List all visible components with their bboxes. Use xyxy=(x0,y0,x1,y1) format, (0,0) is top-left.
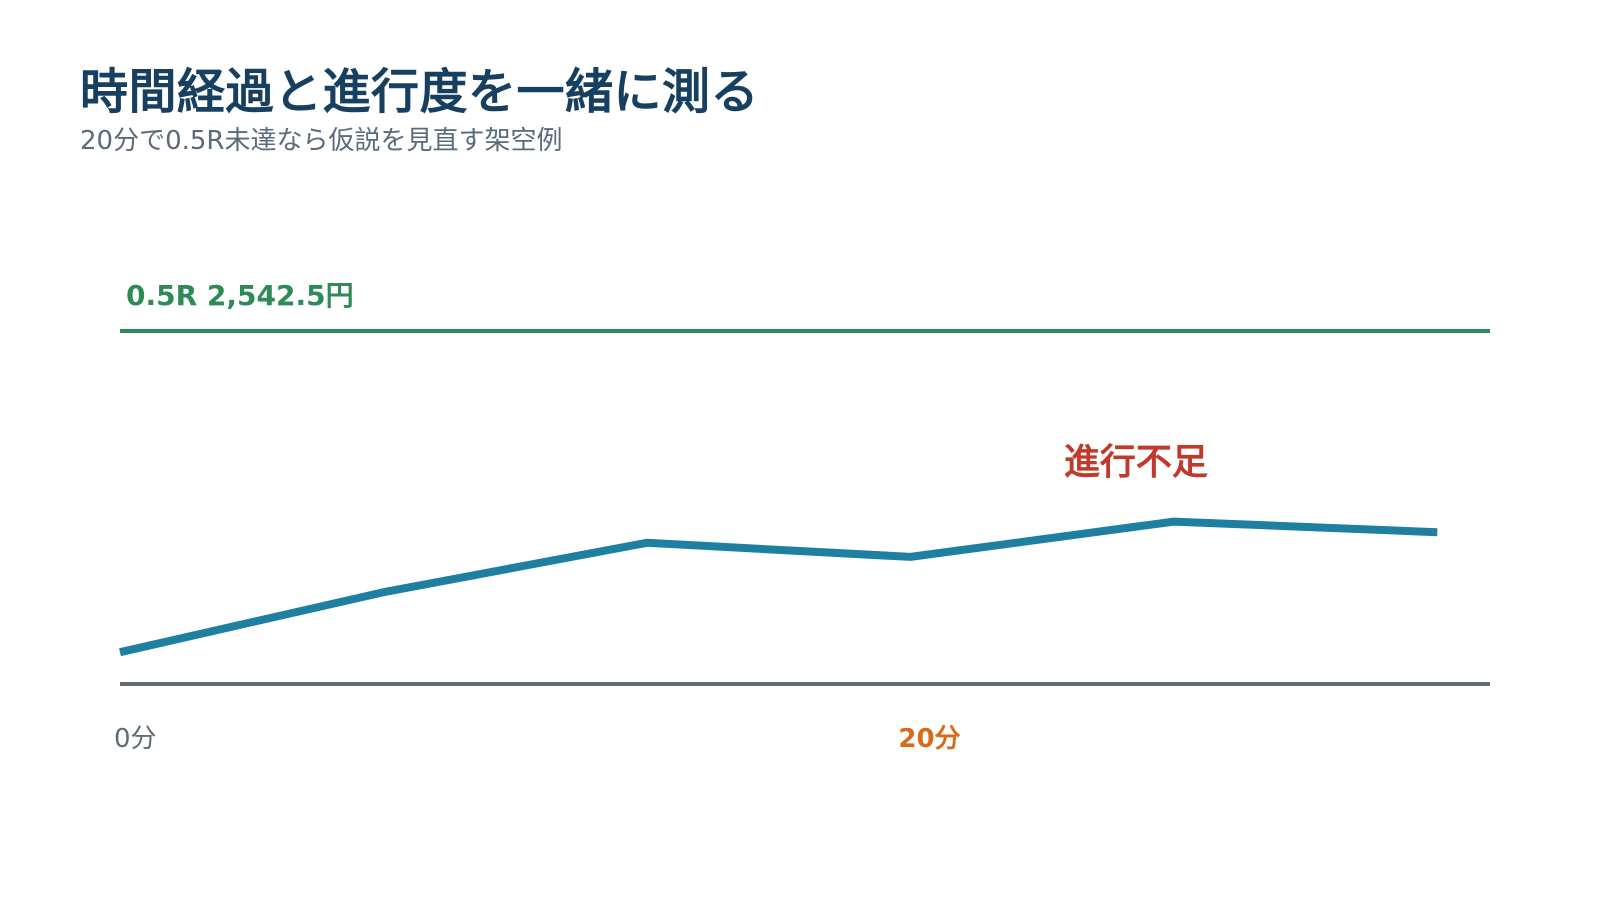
series-layer xyxy=(119,517,1438,657)
target-label: 0.5R 2,542.5円 xyxy=(126,279,354,312)
progress-series-line-1 xyxy=(119,517,1438,657)
checkpoint-tick-label: 20分 xyxy=(898,724,960,754)
label-layer: 0.5R 2,542.5円 0分 20分 進行不足 xyxy=(114,279,1208,754)
progress-shortfall-annotation: 進行不足 xyxy=(1064,442,1208,483)
chart-title: 時間経過と進行度を一緒に測る xyxy=(80,64,760,120)
chart-subtitle: 20分で0.5R未達なら仮説を見直す架空例 xyxy=(80,126,563,156)
x-tick-label-1: 0分 xyxy=(114,724,157,754)
